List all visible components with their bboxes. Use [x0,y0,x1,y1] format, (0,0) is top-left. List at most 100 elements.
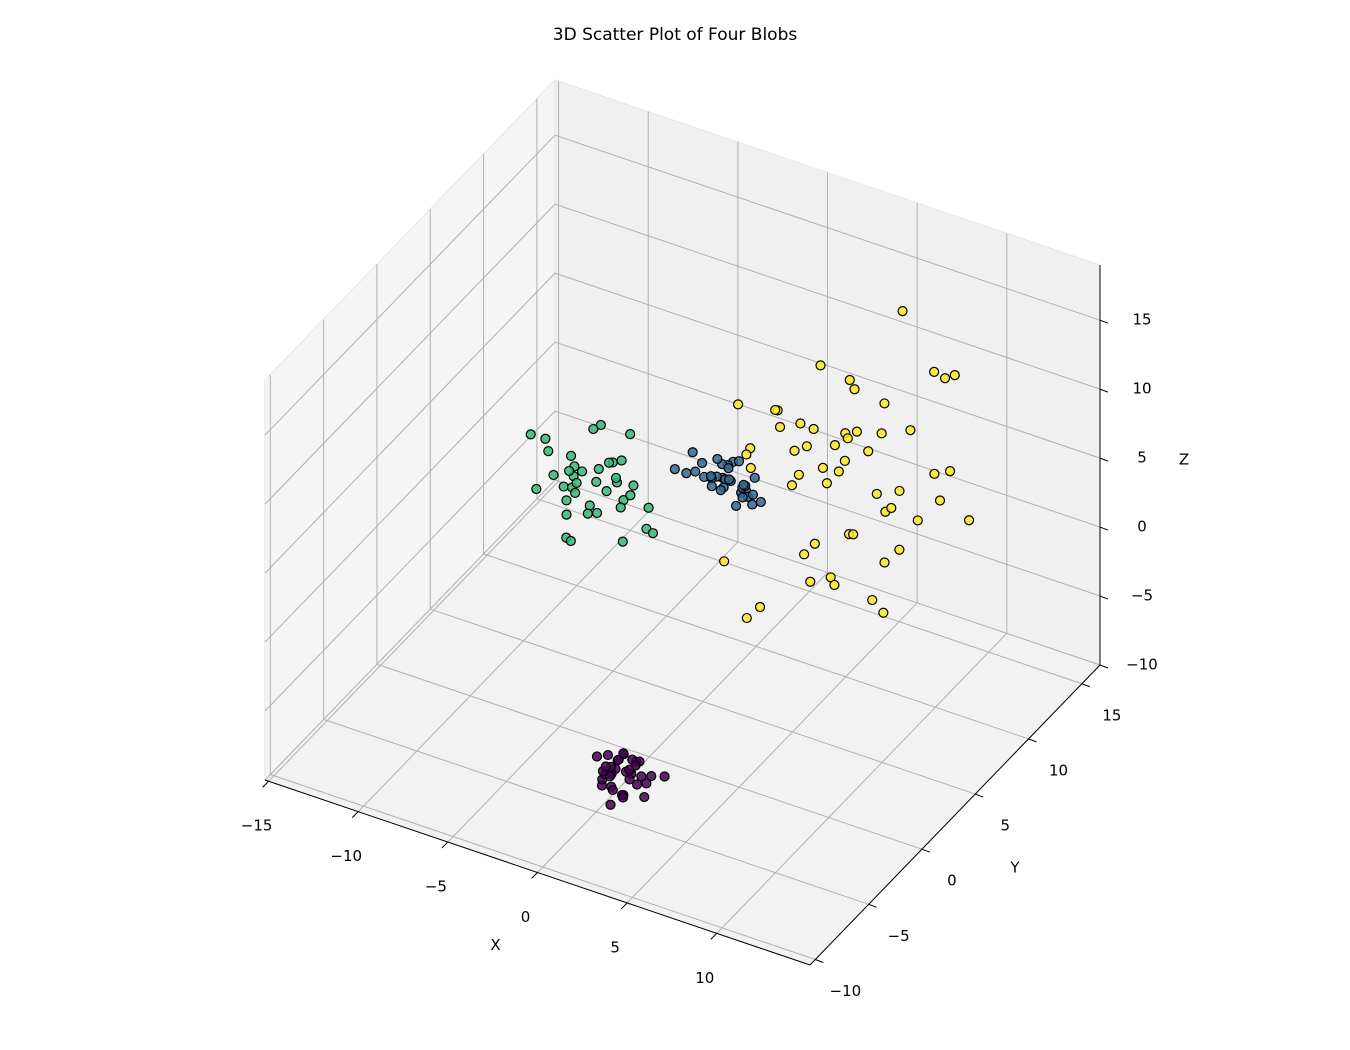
point [659,771,670,782]
point [774,421,786,433]
point [934,495,946,506]
point [540,433,551,444]
point [844,374,855,386]
point [745,462,756,474]
point [723,463,734,474]
point [624,764,635,775]
point [604,771,615,782]
grid-line [264,410,1101,712]
point [576,466,588,477]
point [643,502,654,513]
point [929,468,940,479]
x-tick-label: −5 [425,878,447,896]
point [786,480,798,491]
point [591,476,602,487]
point [639,791,650,803]
point [821,478,833,489]
grid-line [264,134,1101,436]
point [829,579,840,591]
point [565,535,576,547]
point [879,398,890,409]
point [616,455,627,466]
point [601,486,612,497]
point [706,481,717,492]
point [741,612,752,624]
z-tick-label: 0 [1137,518,1147,536]
z-tick [1099,664,1109,669]
point [817,462,829,473]
point [879,557,890,568]
z-axis-label: Z [1179,451,1189,469]
chart-title: 3D Scatter Plot of Four Blobs [553,25,798,45]
point [625,490,636,501]
x-tick [441,841,449,849]
point [602,749,614,761]
z-tick-label: 5 [1137,449,1147,467]
point [833,466,844,477]
z-tick-label: 15 [1132,311,1151,329]
point [605,799,616,810]
point [805,576,816,587]
point [733,456,745,467]
point [607,784,618,796]
x-tick [710,933,718,940]
point [719,556,730,567]
point [584,500,595,511]
point [808,423,819,435]
point [593,463,604,475]
point [789,445,800,456]
point [636,771,647,782]
grid-line [264,203,1101,505]
point [525,429,536,440]
point [815,360,826,371]
point [754,601,766,613]
point [894,485,905,497]
y-tick-label: 5 [1000,817,1010,835]
y-tick-label: −10 [830,982,862,1000]
point [738,479,749,490]
point [793,469,804,480]
point [548,469,559,481]
y-tick [1028,738,1037,743]
point [669,464,680,475]
point [565,450,577,461]
point [715,485,726,496]
y-axis-label: Y [1009,859,1020,877]
x-tick [351,811,359,818]
point [897,306,908,317]
x-tick [620,902,628,910]
y-tick-label: 0 [947,872,957,890]
point [588,423,599,435]
point [570,487,581,498]
point [647,528,659,539]
point [564,465,575,477]
point [851,426,862,437]
grid-line [264,479,1101,781]
point [730,500,742,511]
point [801,441,812,452]
point [749,472,760,483]
y-tick [975,793,984,798]
point [912,515,923,526]
point [558,481,569,492]
y-tick-label: 10 [1049,761,1068,779]
point [617,792,629,803]
point [949,370,960,381]
z-tick [1099,319,1109,324]
z-tick [1099,595,1109,600]
point [618,748,629,759]
point [610,472,622,484]
z-tick-label: 10 [1132,380,1151,398]
point [617,536,628,547]
point [724,474,735,485]
point [561,495,572,506]
y-tick [1081,683,1091,688]
y-axis [809,664,1101,966]
point [628,480,639,491]
point [687,447,698,458]
point [561,509,572,520]
point [603,457,615,468]
x-tick [262,780,269,788]
x-tick-label: −15 [241,817,273,835]
